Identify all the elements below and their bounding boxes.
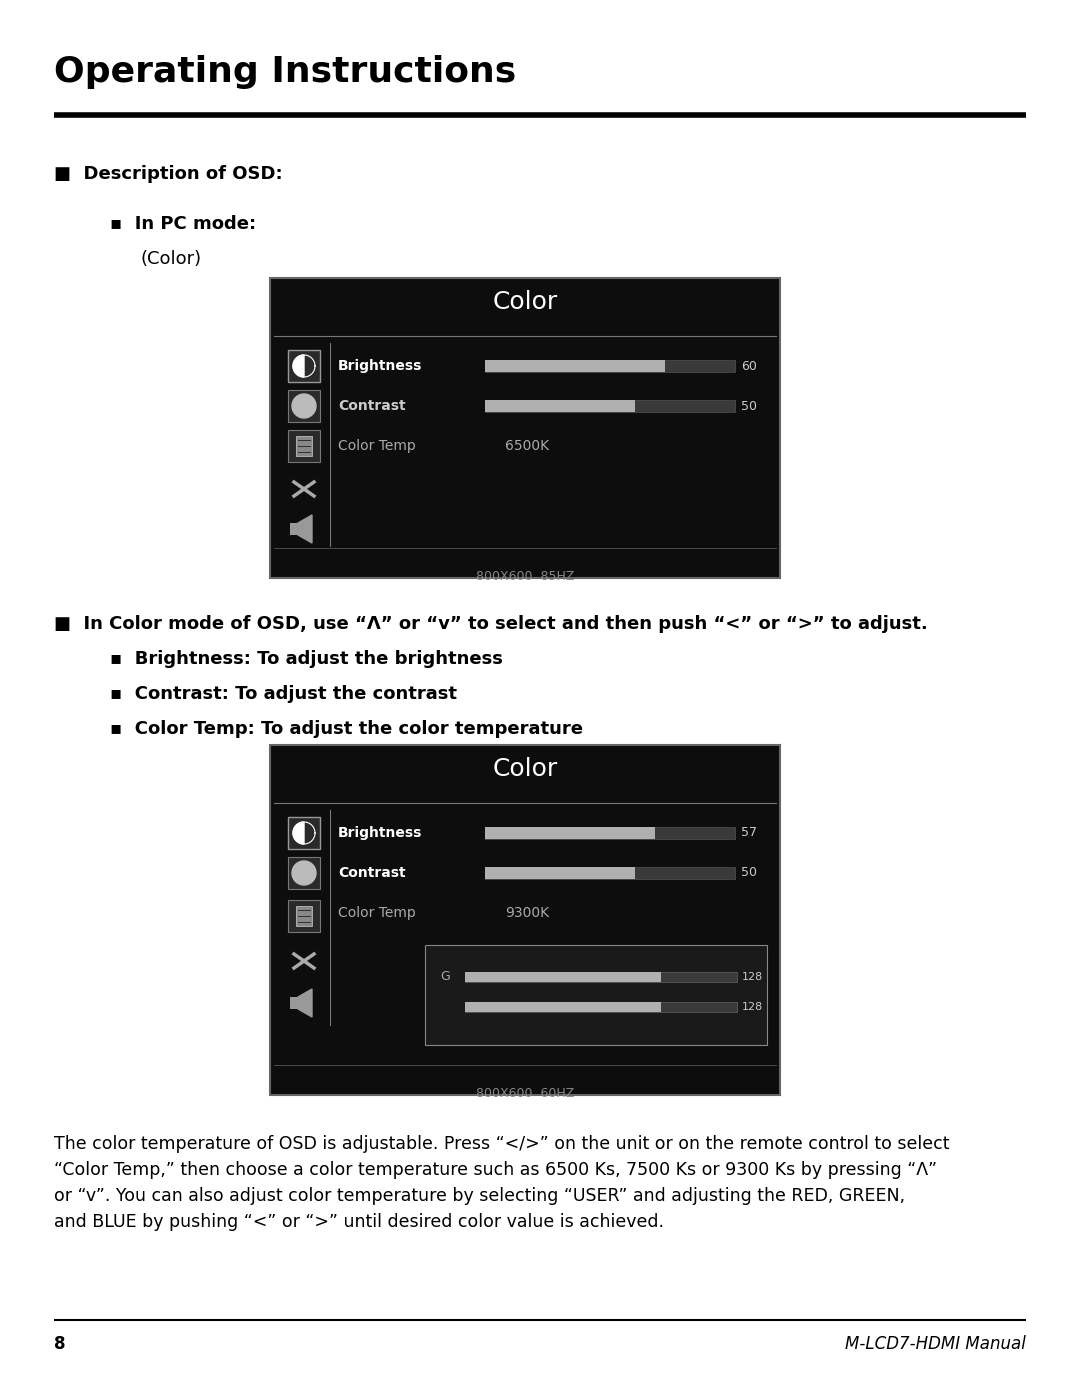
Polygon shape (298, 989, 312, 1017)
FancyBboxPatch shape (485, 400, 735, 412)
Text: The color temperature of OSD is adjustable. Press “</>” on the unit or on the re: The color temperature of OSD is adjustab… (54, 1134, 949, 1153)
Text: ▪  Brightness: To adjust the brightness: ▪ Brightness: To adjust the brightness (110, 650, 503, 668)
FancyBboxPatch shape (465, 972, 661, 982)
Text: 8: 8 (54, 1336, 66, 1354)
Text: 50: 50 (741, 400, 757, 412)
FancyBboxPatch shape (291, 522, 298, 535)
Text: G: G (440, 971, 449, 983)
Text: “Color Temp,” then choose a color temperature such as 6500 Ks, 7500 Ks or 9300 K: “Color Temp,” then choose a color temper… (54, 1161, 937, 1179)
Polygon shape (293, 821, 303, 844)
FancyBboxPatch shape (270, 745, 780, 1095)
FancyBboxPatch shape (485, 400, 635, 412)
FancyBboxPatch shape (485, 827, 654, 840)
Text: ▪  Color Temp: To adjust the color temperature: ▪ Color Temp: To adjust the color temper… (110, 719, 583, 738)
FancyBboxPatch shape (288, 817, 320, 849)
FancyBboxPatch shape (270, 278, 780, 578)
Text: Operating Instructions: Operating Instructions (54, 54, 516, 89)
Text: 6500K: 6500K (505, 439, 549, 453)
Text: Color Temp: Color Temp (338, 907, 416, 921)
Text: 57: 57 (741, 827, 757, 840)
Text: Color Temp: Color Temp (338, 439, 416, 453)
Text: Contrast: Contrast (338, 866, 406, 880)
Text: ■  Description of OSD:: ■ Description of OSD: (54, 165, 283, 183)
Circle shape (292, 394, 316, 418)
FancyBboxPatch shape (465, 972, 737, 982)
FancyBboxPatch shape (296, 436, 312, 455)
FancyBboxPatch shape (288, 856, 320, 888)
Text: or “v”. You can also adjust color temperature by selecting “USER” and adjusting : or “v”. You can also adjust color temper… (54, 1187, 905, 1206)
Text: 800X600  85HZ: 800X600 85HZ (476, 570, 575, 583)
Text: 9300K: 9300K (505, 907, 549, 921)
FancyBboxPatch shape (485, 827, 735, 840)
Text: ▪  In PC mode:: ▪ In PC mode: (110, 215, 256, 233)
Text: Contrast: Contrast (338, 400, 406, 414)
Polygon shape (298, 515, 312, 543)
Text: 50: 50 (741, 866, 757, 880)
Text: 800X600  60HZ: 800X600 60HZ (476, 1087, 575, 1099)
Text: and BLUE by pushing “<” or “>” until desired color value is achieved.: and BLUE by pushing “<” or “>” until des… (54, 1213, 664, 1231)
FancyBboxPatch shape (288, 900, 320, 932)
FancyBboxPatch shape (465, 1002, 661, 1011)
FancyBboxPatch shape (465, 1002, 737, 1011)
Text: Color: Color (492, 291, 557, 314)
Text: M-LCD7-HDMI Manual: M-LCD7-HDMI Manual (846, 1336, 1026, 1354)
Text: Brightness: Brightness (338, 359, 422, 373)
Circle shape (292, 861, 316, 886)
FancyBboxPatch shape (485, 868, 735, 879)
FancyBboxPatch shape (485, 868, 635, 879)
FancyBboxPatch shape (288, 351, 320, 381)
FancyBboxPatch shape (426, 944, 767, 1045)
Text: 60: 60 (741, 359, 757, 373)
Text: 128: 128 (742, 972, 764, 982)
Text: Brightness: Brightness (338, 826, 422, 840)
FancyBboxPatch shape (291, 997, 298, 1009)
FancyBboxPatch shape (296, 907, 312, 926)
Text: (Color): (Color) (140, 250, 201, 268)
Text: ■  In Color mode of OSD, use “Λ” or “v” to select and then push “<” or “>” to ad: ■ In Color mode of OSD, use “Λ” or “v” t… (54, 615, 928, 633)
Polygon shape (293, 355, 303, 377)
Text: 128: 128 (742, 1002, 764, 1011)
FancyBboxPatch shape (288, 390, 320, 422)
Text: Color: Color (492, 757, 557, 781)
Text: ▪  Contrast: To adjust the contrast: ▪ Contrast: To adjust the contrast (110, 685, 457, 703)
FancyBboxPatch shape (288, 430, 320, 462)
FancyBboxPatch shape (485, 360, 665, 372)
FancyBboxPatch shape (485, 360, 735, 372)
